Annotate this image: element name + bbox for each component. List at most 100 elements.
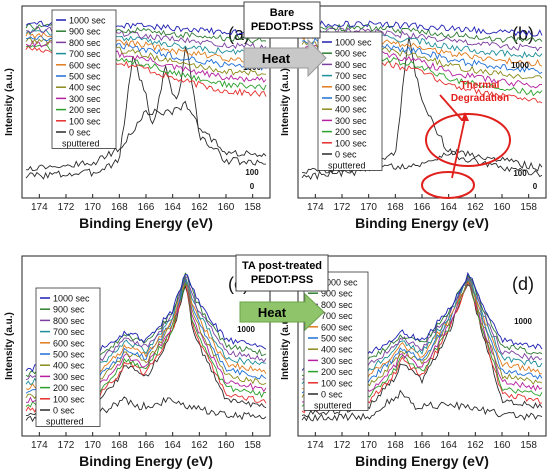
legend-entry: 1000 sec <box>335 38 372 48</box>
degradation-ellipse-lower <box>421 171 475 199</box>
series-line-900-sec <box>301 23 543 44</box>
degradation-arrow-line <box>451 117 466 179</box>
curve-end-label: 0 <box>250 182 255 191</box>
thermal-pointer-line <box>439 94 463 121</box>
legend-entry: 1000 sec <box>321 278 358 288</box>
legend-entry: 400 sec <box>335 105 367 115</box>
y-axis-label: Intensity (a.u.) <box>4 68 15 136</box>
legend-entry: 0 sec <box>53 406 75 416</box>
x-tick-label: 162 <box>467 440 484 451</box>
x-tick-label: 164 <box>164 440 181 451</box>
thermal-label-line2: Degradation <box>451 93 509 104</box>
legend-entry: 700 sec <box>53 327 85 337</box>
legend-entry: 100 sec <box>53 394 85 404</box>
legend-entry: 200 sec <box>321 367 353 377</box>
x-tick-label: 162 <box>191 202 208 213</box>
curve-end-label: 100 <box>245 168 259 177</box>
bottom-heat-label: Heat <box>258 305 287 320</box>
top-heat-arrow <box>243 38 327 78</box>
legend-entry: 900 sec <box>321 289 353 299</box>
x-tick-label: 170 <box>84 440 101 451</box>
x-tick-label: 172 <box>334 440 351 451</box>
x-axis-label: Binding Energy (eV) <box>355 453 489 469</box>
degradation-arrow-head <box>461 112 469 121</box>
bottom-callout-line2: PEDOT:PSS <box>251 274 313 286</box>
x-tick-label: 162 <box>467 202 484 213</box>
panel-label: (d) <box>512 274 534 294</box>
x-tick-label: 172 <box>334 202 351 213</box>
x-tick-label: 168 <box>387 202 404 213</box>
chart-panel-1: 174 172 170 168 166 164 162 160 158 Binding Energ… <box>4 5 271 231</box>
legend-entry: 500 sec <box>335 94 367 104</box>
top-callout-line2: PEDOT:PSS <box>251 21 313 33</box>
thermal-label-line1: Thermal <box>461 80 500 91</box>
top-heat-label: Heat <box>262 51 291 66</box>
curve-end-label: 100 <box>513 169 527 178</box>
legend-entry: 800 sec <box>335 60 367 70</box>
legend-entry: 600 sec <box>53 338 85 348</box>
top-annotation: Bare PEDOT:PSS Heat <box>243 1 327 78</box>
x-axis-label: Binding Energy (eV) <box>79 453 213 469</box>
y-axis-label: Intensity (a.u.) <box>4 312 15 380</box>
x-axis-label: Binding Energy (eV) <box>79 215 213 231</box>
legend-entry: 600 sec <box>69 60 101 70</box>
legend-entry: 900 sec <box>53 305 85 315</box>
legend-entry: 0 sec <box>335 150 357 160</box>
legend-entry: sputtered <box>46 417 84 427</box>
x-tick-label: 160 <box>218 440 235 451</box>
legend-box <box>303 271 369 411</box>
x-tick-label: 170 <box>84 202 101 213</box>
x-tick-label: 172 <box>58 202 75 213</box>
bottom-heat-arrow <box>239 292 325 332</box>
legend-entry: sputtered <box>62 139 100 149</box>
series-line-sputtered <box>25 46 267 180</box>
x-tick-label: 166 <box>414 202 431 213</box>
curve-end-label: 1000 <box>514 317 532 326</box>
series-line-0-sec <box>301 150 543 178</box>
legend-entry: 200 sec <box>53 383 85 393</box>
degradation-ellipse-upper <box>425 113 511 167</box>
series-line-sputtered <box>301 389 543 422</box>
curve-end-label: 1000 <box>237 325 255 334</box>
x-tick-label: 170 <box>360 440 377 451</box>
x-axis-label: Binding Energy (eV) <box>355 215 489 231</box>
x-tick-label: 168 <box>387 440 404 451</box>
x-tick-label: 168 <box>111 202 128 213</box>
chart-panel-3: 174 172 170 168 166 164 162 160 158 Binding Energ… <box>4 255 271 469</box>
legend-entry: 700 sec <box>321 311 353 321</box>
legend-entry: 500 sec <box>69 72 101 82</box>
x-tick-label: 174 <box>307 440 324 451</box>
legend-entry: 900 sec <box>69 27 101 37</box>
thermal-degradation-annotation: Thermal Degradation <box>421 80 511 199</box>
legend-entry: 800 sec <box>321 300 353 310</box>
legend-entry: 0 sec <box>69 128 91 138</box>
bottom-callout-box <box>235 254 329 292</box>
x-tick-label: 174 <box>31 202 48 213</box>
x-tick-label: 160 <box>218 202 235 213</box>
legend-entry: 300 sec <box>53 372 85 382</box>
legend-entry: 300 sec <box>321 356 353 366</box>
legend-entry: 300 sec <box>69 94 101 104</box>
top-callout-line1: Bare <box>270 7 294 19</box>
series-line-0-sec <box>25 100 267 171</box>
legend-entry: 400 sec <box>53 361 85 371</box>
legend-box <box>51 9 117 149</box>
chart-panel-4: 174 172 170 168 166 164 162 160 158 Binding Energ… <box>280 255 547 469</box>
x-tick-label: 158 <box>244 440 261 451</box>
legend-entry: sputtered <box>328 161 366 171</box>
legend-entry: 200 sec <box>69 105 101 115</box>
legend-entry: 300 sec <box>335 116 367 126</box>
bottom-callout-line1: TA post-treated <box>242 260 322 272</box>
legend-entry: 800 sec <box>69 38 101 48</box>
x-tick-label: 170 <box>360 202 377 213</box>
x-tick-label: 166 <box>138 202 155 213</box>
x-tick-label: 160 <box>494 440 511 451</box>
series-line-1000-sec <box>301 20 543 37</box>
x-tick-label: 162 <box>191 440 208 451</box>
chart-panel-2: 174 172 170 168 166 164 162 160 158 Binding Energ… <box>280 5 547 231</box>
x-tick-label: 168 <box>111 440 128 451</box>
x-tick-label: 164 <box>440 202 457 213</box>
